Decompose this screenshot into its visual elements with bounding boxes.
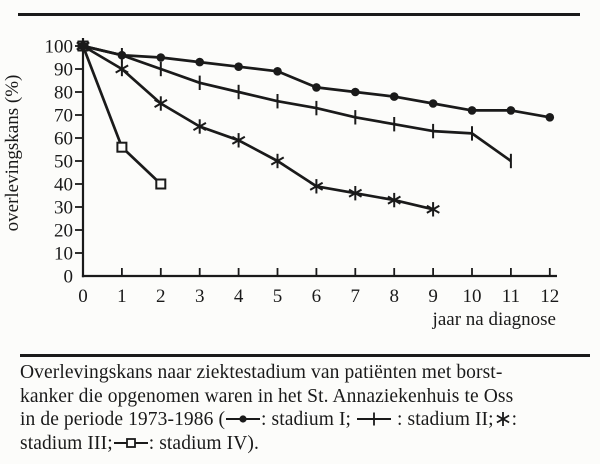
- y-tick-label: 90: [54, 60, 73, 81]
- figure-caption: Overlevingskans naar ziektestadium van p…: [20, 361, 594, 455]
- series-stadium-III: [82, 44, 434, 211]
- marker-asterisk: [348, 188, 363, 198]
- x-tick-label: 0: [78, 286, 88, 307]
- marker-asterisk: [309, 181, 324, 191]
- caption-text: Overlevingskans naar ziektestadium van p…: [20, 362, 503, 383]
- y-tick-label: 20: [54, 221, 73, 242]
- x-tick-label: 1: [117, 286, 127, 307]
- marker-filled-circle: [78, 41, 88, 51]
- marker-filled-circle: [195, 57, 204, 67]
- legend-symbol-line-plus: [356, 408, 392, 432]
- x-tick-label: 4: [234, 286, 244, 307]
- marker-filled-circle: [117, 50, 127, 60]
- caption-text: : stadium IV).: [148, 432, 259, 454]
- y-tick-label: 50: [54, 152, 73, 173]
- marker-filled-circle: [428, 99, 438, 108]
- x-tick-label: 10: [463, 286, 482, 307]
- marker-filled-circle: [156, 53, 166, 62]
- caption-text: :: [511, 409, 518, 431]
- x-tick-label: 2: [156, 286, 166, 307]
- marker-asterisk: [192, 122, 207, 131]
- marker-filled-circle: [234, 62, 243, 71]
- marker-filled-circle: [506, 106, 516, 115]
- x-axis-title: jaar na diagnose: [432, 309, 556, 330]
- marker-filled-circle: [312, 83, 321, 92]
- marker-asterisk: [270, 156, 285, 166]
- x-tick-label: 3: [195, 286, 205, 307]
- y-tick-label: 10: [54, 244, 73, 265]
- top-rule: [18, 13, 580, 16]
- y-tick-label: 70: [54, 106, 73, 127]
- caption-text: : stadium I;: [261, 409, 357, 431]
- caption-text: in de periode 1973-1986 (: [20, 409, 226, 431]
- marker-filled-circle: [273, 67, 282, 76]
- marker-open-square: [155, 178, 167, 190]
- marker-asterisk: [426, 204, 440, 214]
- y-tick-label: 0: [64, 267, 74, 288]
- marker-filled-circle: [389, 92, 399, 101]
- marker-asterisk: [154, 99, 168, 108]
- marker-asterisk: [115, 64, 129, 74]
- caption-divider: [20, 354, 590, 357]
- x-tick-label: 8: [389, 286, 399, 307]
- series-stadium-II: [82, 44, 512, 163]
- x-tick-label: 6: [312, 286, 322, 307]
- y-tick-label: 30: [54, 198, 73, 219]
- y-tick-label: 60: [54, 129, 73, 150]
- x-tick-label: 5: [273, 286, 283, 307]
- y-tick-label: 100: [45, 37, 74, 58]
- x-tick-label: 9: [428, 286, 438, 307]
- marker-filled-circle: [467, 106, 477, 115]
- caption-text: : stadium II;: [392, 409, 494, 431]
- y-tick-label: 80: [54, 83, 73, 104]
- y-axis-title: overlevingskans (%): [2, 74, 23, 232]
- x-tick-label: 12: [540, 286, 559, 307]
- legend-symbol-asterisk: [494, 408, 512, 432]
- chart-area: 0 10 20 30 40 50 60 70 80 90 100 0 1 2 3 4 5 6 7 8 9 10 11 12 o…: [2, 37, 560, 331]
- x-tick-label: 11: [502, 286, 520, 307]
- legend-symbol-line-square: [113, 432, 149, 456]
- x-tick-label: 7: [351, 286, 361, 307]
- caption-text: stadium III;: [20, 432, 113, 454]
- marker-filled-circle: [351, 87, 360, 97]
- marker-open-square: [116, 141, 128, 153]
- marker-asterisk: [387, 195, 401, 205]
- marker-asterisk: [231, 135, 246, 145]
- caption-text: kanker die opgenomen waren in het St. An…: [20, 385, 514, 407]
- y-tick-label: 40: [54, 175, 73, 196]
- legend-symbol-line-circle: [225, 408, 261, 432]
- marker-filled-circle: [545, 113, 555, 122]
